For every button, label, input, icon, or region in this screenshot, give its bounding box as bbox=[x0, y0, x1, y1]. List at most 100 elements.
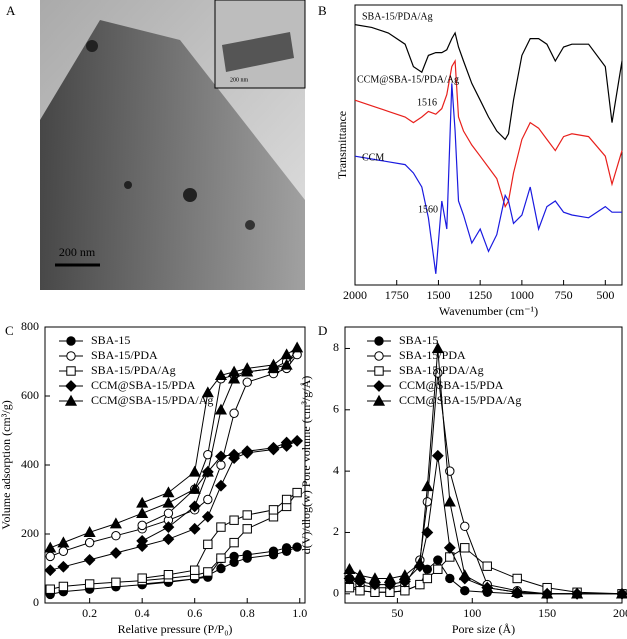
marker bbox=[292, 487, 302, 498]
marker bbox=[228, 372, 241, 384]
marker bbox=[443, 541, 456, 554]
scale-bar-label: 200 nm bbox=[59, 245, 96, 259]
marker bbox=[415, 579, 425, 590]
x-tick-label: 0.4 bbox=[135, 606, 150, 620]
marker bbox=[281, 494, 292, 505]
legend-label: SBA-15/PDA bbox=[91, 348, 158, 362]
x-tick-label: 150 bbox=[538, 606, 556, 620]
series-line bbox=[354, 59, 623, 209]
marker bbox=[162, 496, 175, 508]
x-tick-label: 500 bbox=[596, 288, 614, 302]
marker bbox=[162, 533, 175, 546]
marker bbox=[268, 546, 279, 556]
x-tick-label: 100 bbox=[463, 606, 481, 620]
marker bbox=[163, 508, 174, 518]
marker bbox=[242, 377, 252, 387]
marker bbox=[280, 358, 293, 370]
marker bbox=[188, 500, 201, 513]
marker bbox=[214, 403, 228, 415]
tem-image bbox=[40, 0, 306, 290]
marker bbox=[571, 587, 584, 599]
marker bbox=[460, 543, 470, 553]
x-tick-label: 0.6 bbox=[187, 606, 202, 620]
legend-label: CCM@SBA-15/PDA bbox=[399, 378, 504, 392]
y-tick-label: 4 bbox=[333, 463, 339, 477]
panel-label: A bbox=[6, 3, 16, 18]
marker bbox=[344, 582, 355, 593]
y-tick-label: 8 bbox=[333, 340, 339, 354]
marker bbox=[355, 586, 365, 596]
marker bbox=[615, 587, 627, 599]
marker bbox=[162, 521, 175, 534]
marker bbox=[188, 465, 201, 477]
x-tick-label: 1500 bbox=[426, 288, 450, 302]
marker bbox=[541, 587, 554, 599]
marker bbox=[215, 479, 227, 492]
x-tick-label: 0.2 bbox=[82, 606, 97, 620]
marker bbox=[203, 539, 213, 550]
marker bbox=[422, 573, 433, 584]
y-tick-label: 0 bbox=[333, 586, 339, 600]
marker bbox=[398, 569, 411, 581]
legend-label: SBA-15 bbox=[91, 333, 130, 347]
series-line bbox=[354, 24, 623, 141]
y-axis-label: Transmittance bbox=[335, 111, 349, 179]
panel-label: D bbox=[318, 323, 327, 338]
marker bbox=[368, 572, 381, 584]
marker bbox=[83, 526, 96, 537]
marker bbox=[374, 336, 384, 346]
x-tick-label: 50 bbox=[391, 606, 403, 620]
legend-label: SBA-15/PDA bbox=[399, 348, 466, 362]
marker bbox=[421, 480, 434, 492]
legend-label: CCM@SBA-15/PDA/Ag bbox=[399, 393, 521, 407]
series-label: SBA-15/PDA/Ag bbox=[362, 11, 433, 22]
y-tick-label: 6 bbox=[333, 402, 339, 416]
legend-label: SBA-15/PDA/Ag bbox=[399, 363, 484, 377]
marker bbox=[44, 564, 57, 577]
marker bbox=[460, 586, 470, 596]
marker bbox=[267, 441, 280, 454]
marker bbox=[373, 380, 385, 392]
legend-label: CCM@SBA-15/PDA/Ag bbox=[91, 393, 213, 407]
legend-label: SBA-15/PDA/Ag bbox=[91, 363, 176, 377]
series-line bbox=[354, 83, 622, 274]
y-axis-label: d(V)/dlog(w) Pore volume (cm³/g/Å) bbox=[299, 376, 313, 555]
x-tick-label: 1250 bbox=[468, 288, 492, 302]
y-axis-label: Volume adsorption (cm³/g) bbox=[0, 400, 13, 529]
marker bbox=[280, 436, 293, 449]
marker bbox=[64, 394, 78, 406]
marker bbox=[57, 560, 70, 573]
x-tick-label: 750 bbox=[555, 288, 573, 302]
annotation: 1516 bbox=[417, 97, 437, 108]
y-tick-label: 0 bbox=[33, 595, 39, 609]
marker bbox=[216, 553, 226, 563]
inset-scale-bar-label: 200 nm bbox=[230, 77, 249, 83]
marker bbox=[422, 497, 433, 507]
marker bbox=[443, 495, 456, 507]
marker bbox=[162, 486, 175, 498]
panel-label: C bbox=[5, 323, 14, 338]
marker bbox=[57, 536, 70, 548]
marker bbox=[280, 348, 293, 360]
marker bbox=[84, 537, 95, 548]
marker bbox=[433, 564, 443, 574]
marker bbox=[343, 563, 356, 574]
marker bbox=[343, 572, 356, 585]
marker bbox=[229, 515, 239, 525]
marker bbox=[431, 449, 444, 462]
x-tick-label: 2000 bbox=[343, 288, 367, 302]
marker bbox=[292, 542, 302, 552]
marker bbox=[58, 581, 69, 592]
y-tick-label: 600 bbox=[21, 388, 39, 402]
plot-frame bbox=[344, 326, 623, 604]
marker bbox=[242, 550, 252, 560]
marker bbox=[229, 551, 239, 562]
marker bbox=[291, 341, 304, 353]
marker bbox=[84, 579, 95, 589]
marker bbox=[229, 408, 239, 418]
marker bbox=[241, 445, 254, 458]
marker bbox=[201, 465, 214, 477]
y-tick-label: 2 bbox=[333, 524, 339, 538]
marker bbox=[136, 534, 149, 547]
